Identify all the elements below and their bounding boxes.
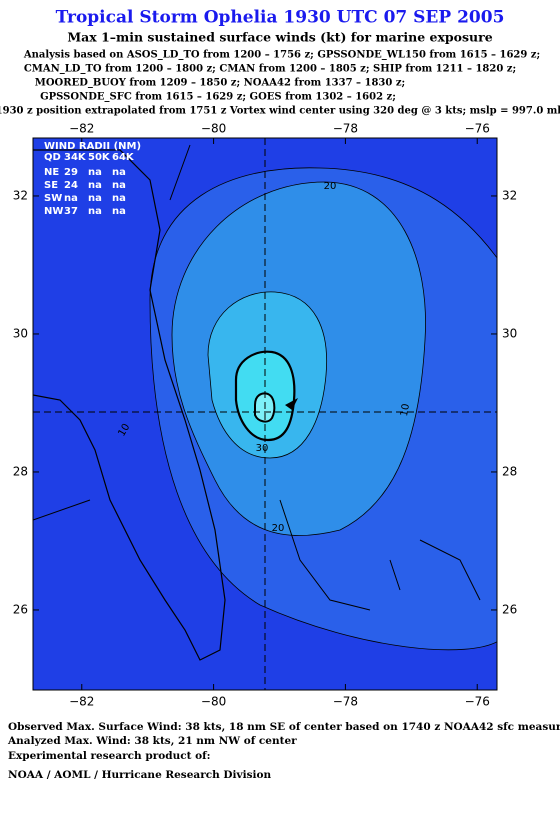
radii-header: 34K: [64, 152, 87, 163]
x-tick-label: −78: [333, 122, 358, 136]
analyzed-wind: Analyzed Max. Wind: 38 kts, 21 nm NW of …: [7, 735, 297, 747]
radii-cell: na: [112, 180, 126, 191]
radii-cell: SE: [44, 180, 58, 191]
y-tick-label: 32: [13, 188, 28, 202]
credit-intro: Experimental research product of:: [8, 750, 211, 762]
y-tick-label: 30: [502, 326, 517, 340]
position-note: 1930 z position extrapolated from 1751 z…: [0, 106, 560, 117]
y-tick-label: 28: [13, 464, 28, 478]
coastline: [33, 149, 226, 661]
y-tick-label: 26: [13, 602, 28, 616]
motion-arrow: [285, 398, 298, 410]
radii-cell: na: [88, 180, 102, 191]
contour-label: 20: [324, 181, 337, 192]
ticks: −82 −82 −80 −80 −78 −78 −76 −76 32 32 30 30 28 28 26 26: [13, 122, 518, 709]
x-tick-label: −82: [69, 695, 94, 709]
radii-cell: 37: [64, 206, 78, 217]
radii-cell: SW: [44, 193, 62, 204]
x-tick-label: −80: [201, 695, 226, 709]
y-tick-label: 26: [502, 602, 517, 616]
x-tick-label: −80: [201, 122, 226, 136]
x-tick-label: −76: [465, 695, 490, 709]
radii-cell: na: [88, 167, 102, 178]
x-tick-label: −82: [69, 122, 94, 136]
x-tick-label: −76: [465, 122, 490, 136]
radii-cell: na: [112, 206, 126, 217]
subtitle: Max 1–min sustained surface winds (kt) f…: [67, 30, 492, 45]
y-tick-label: 30: [13, 326, 28, 340]
coastline: [33, 144, 481, 611]
radii-cell: NW: [44, 206, 63, 217]
contour-label: 10: [399, 403, 412, 417]
radii-header: 64K: [112, 152, 135, 163]
radii-cell: 24: [64, 180, 78, 191]
contour-label: 20: [272, 523, 285, 534]
radii-cell: NE: [44, 167, 59, 178]
radii-cell: na: [112, 193, 126, 204]
analysis-line: Analysis based on ASOS_LD_TO from 1200 –…: [23, 50, 540, 61]
analysis-line: MOORED_BUOY from 1209 – 1850 z; NOAA42 f…: [35, 78, 405, 89]
wind-radii-title: WIND RADII (NM): [44, 141, 141, 152]
observed-wind: Observed Max. Surface Wind: 38 kts, 18 n…: [8, 721, 560, 733]
credit: NOAA / AOML / Hurricane Research Divisio…: [8, 769, 272, 781]
radii-cell: na: [112, 167, 126, 178]
map-frame: [32, 137, 498, 691]
y-tick-label: 32: [502, 188, 517, 202]
radii-cell: 29: [64, 167, 78, 178]
map-field: 20 10 10 30 20: [33, 138, 497, 690]
title: Tropical Storm Ophelia 1930 UTC 07 SEP 2…: [56, 8, 505, 28]
radii-cell: na: [64, 193, 78, 204]
x-tick-label: −78: [333, 695, 358, 709]
radii-header: QD: [44, 152, 61, 163]
analysis-line: GPSSONDE_SFC from 1615 – 1629 z; GOES fr…: [40, 92, 396, 103]
contour-label: 30: [256, 443, 269, 454]
radii-cell: na: [88, 193, 102, 204]
radii-header: 50K: [88, 152, 111, 163]
y-tick-label: 28: [502, 464, 517, 478]
radii-cell: na: [88, 206, 102, 217]
analysis-line: CMAN_LD_TO from 1200 – 1800 z; CMAN from…: [24, 64, 516, 75]
